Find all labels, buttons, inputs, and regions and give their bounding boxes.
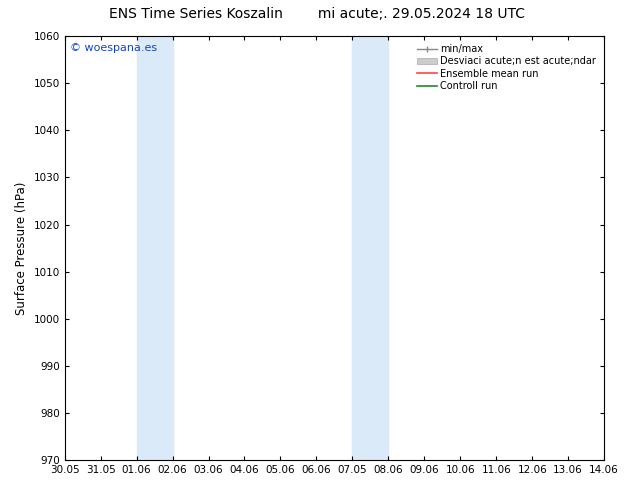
Y-axis label: Surface Pressure (hPa): Surface Pressure (hPa)	[15, 181, 28, 315]
Text: © woespana.es: © woespana.es	[70, 43, 157, 52]
Text: ENS Time Series Koszalin        mi acute;. 29.05.2024 18 UTC: ENS Time Series Koszalin mi acute;. 29.0…	[109, 7, 525, 22]
Legend: min/max, Desviaci acute;n est acute;ndar, Ensemble mean run, Controll run: min/max, Desviaci acute;n est acute;ndar…	[414, 41, 599, 94]
Bar	[353, 36, 389, 460]
Bar	[136, 36, 172, 460]
